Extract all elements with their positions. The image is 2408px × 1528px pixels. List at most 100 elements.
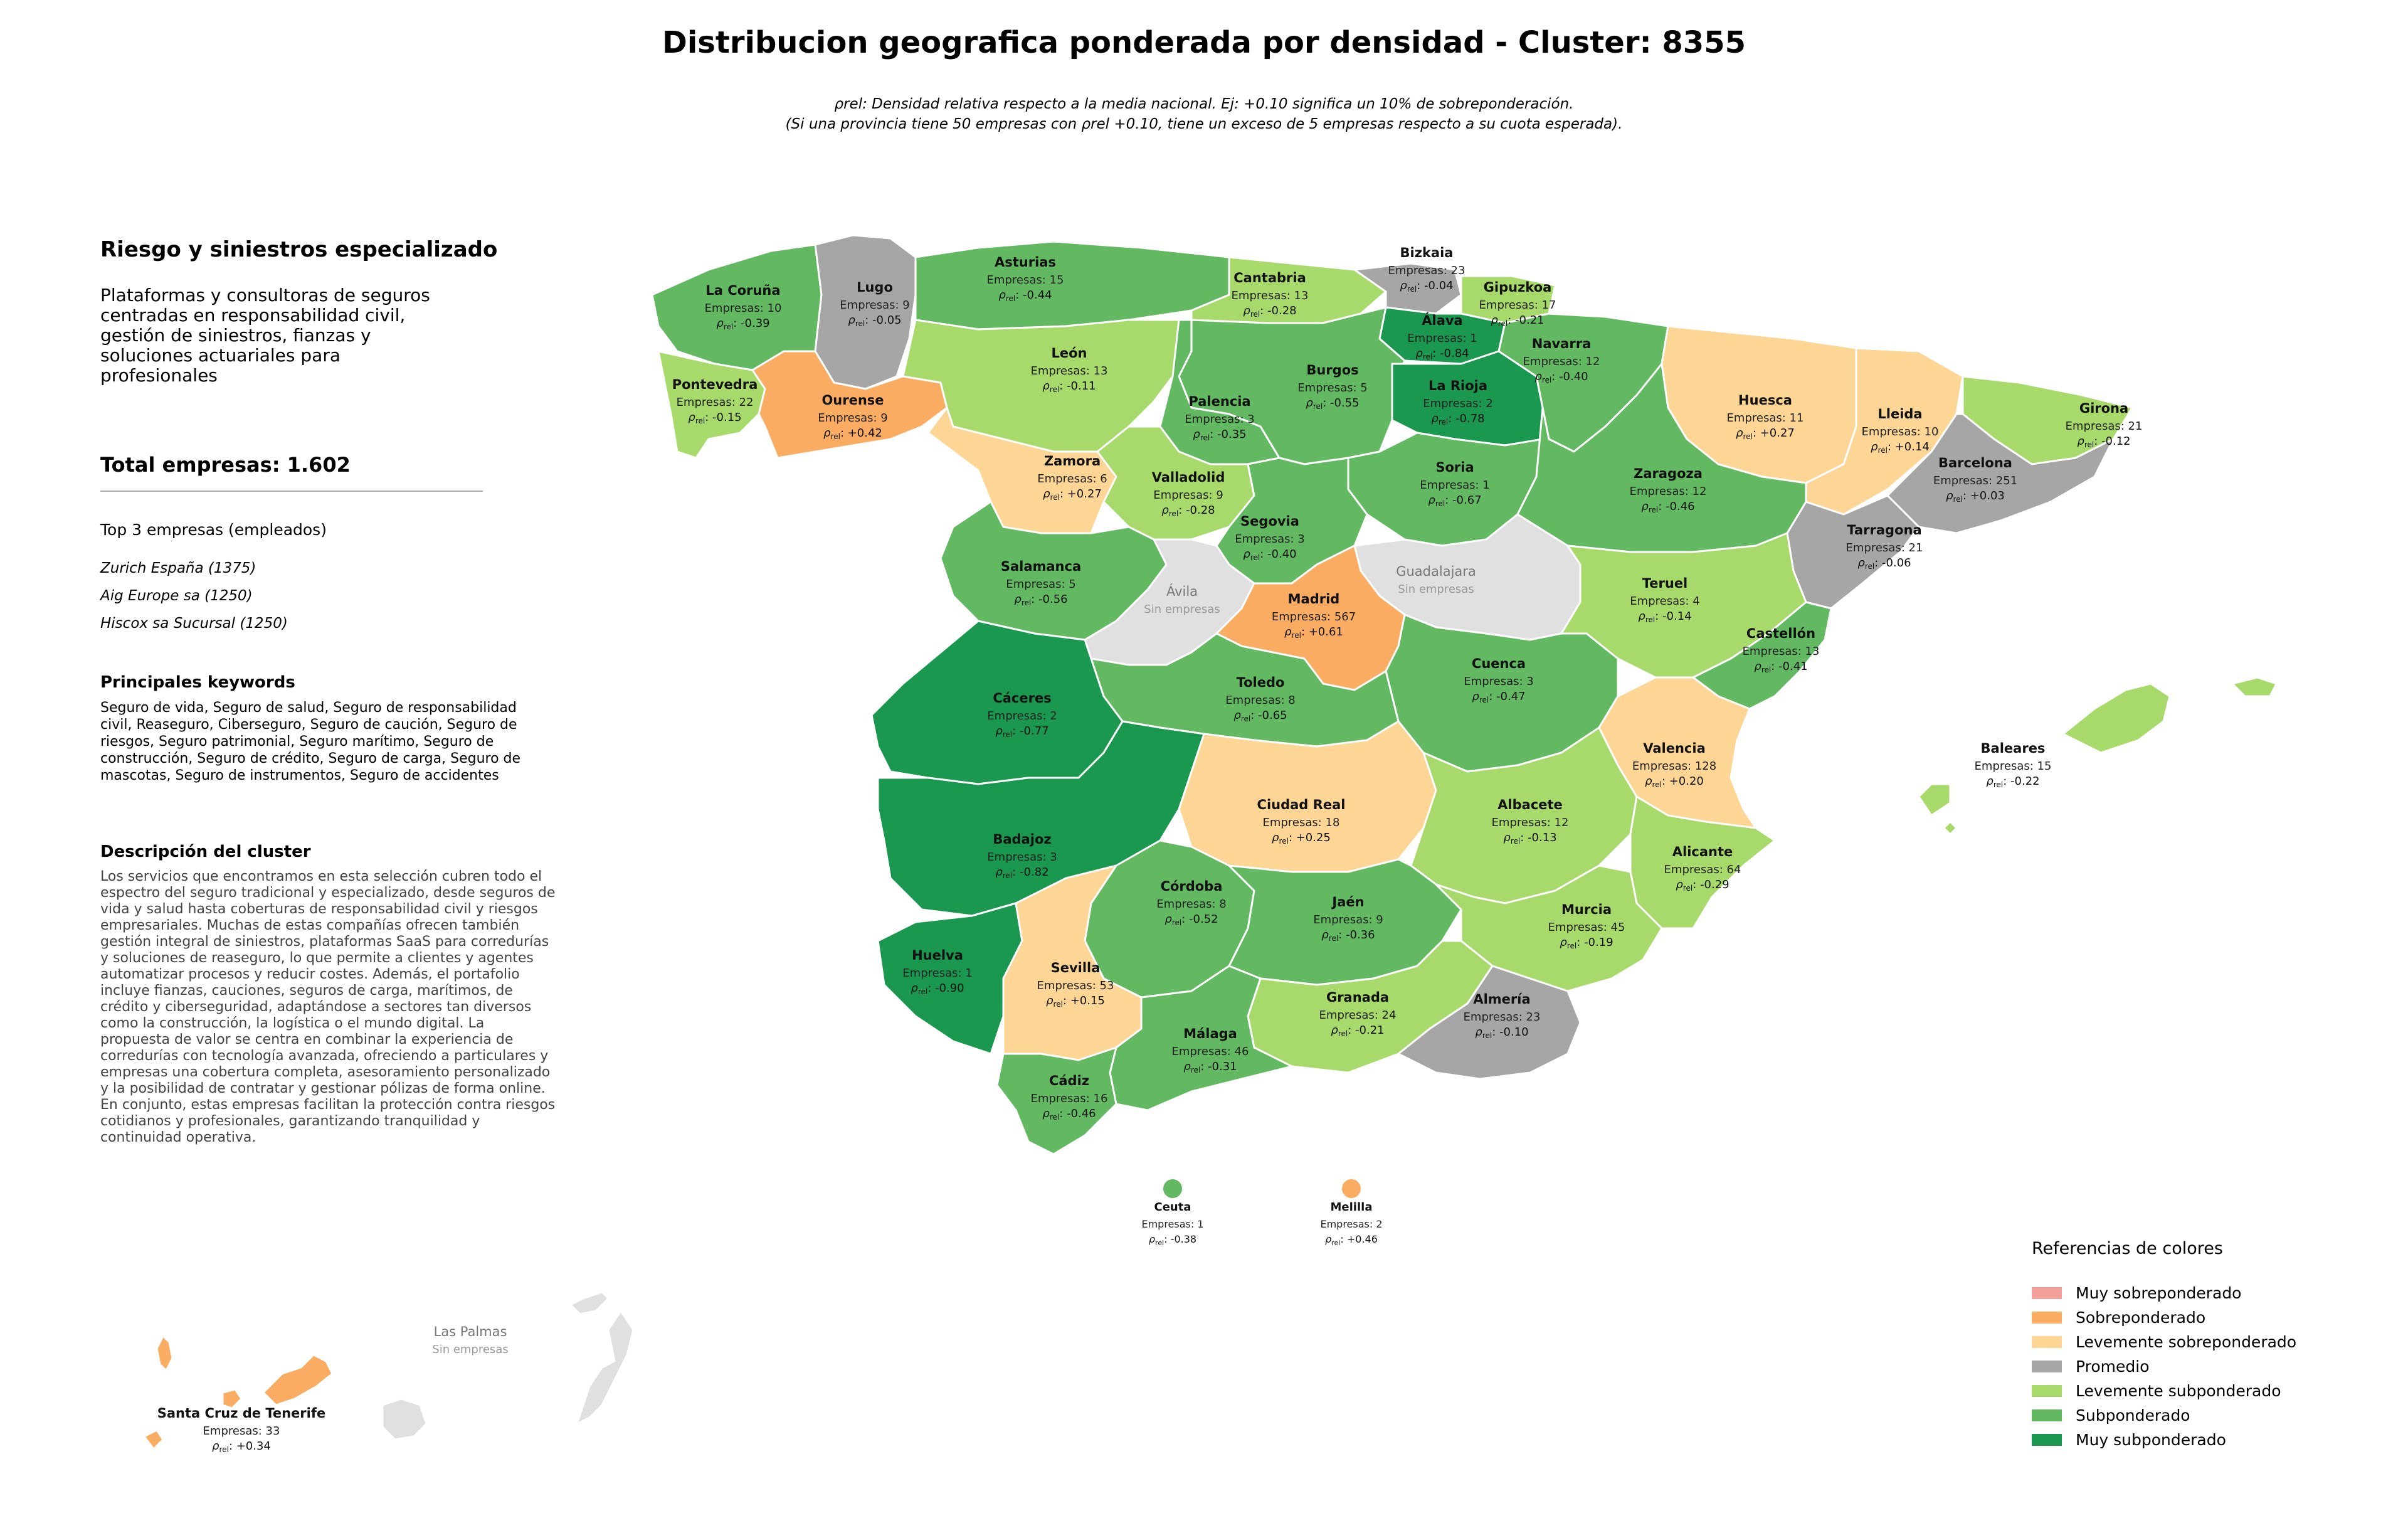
province-rho-teruel: ρrel: -0.14 <box>1638 610 1691 624</box>
province-name-alicante: Alicante <box>1672 844 1733 859</box>
legend-label: Levemente subponderado <box>2076 1382 2281 1400</box>
province-shape-las-palmas-2 <box>381 1398 428 1441</box>
province-label-cuenca: Cuenca Empresas: 3 ρrel: -0.47 <box>1464 656 1533 704</box>
province-name-zamora: Zamora <box>1044 454 1101 469</box>
province-name-burgos: Burgos <box>1306 363 1358 378</box>
province-count-huelva: Empresas: 1 <box>902 967 972 980</box>
province-count-pontevedra: Empresas: 22 <box>677 396 754 409</box>
cluster-summary: Plataformas y consultoras de seguros cen… <box>100 285 430 386</box>
province-count-zaragoza: Empresas: 12 <box>1630 485 1707 498</box>
province-label-sevilla: Sevilla Empresas: 53 ρrel: +0.15 <box>1037 960 1114 1009</box>
divider <box>100 491 483 492</box>
province-label-badajoz: Badajoz Empresas: 3 ρrel: -0.82 <box>987 832 1057 880</box>
province-label-teruel: Teruel Empresas: 4 ρrel: -0.14 <box>1630 576 1699 624</box>
province-label-navarra: Navarra Empresas: 12 ρrel: -0.40 <box>1523 336 1600 385</box>
province-name-tarragona: Tarragona <box>1847 523 1921 538</box>
legend-item-muy-subponderado: Muy subponderado <box>2032 1428 2383 1452</box>
province-name-guadalajara: Guadalajara <box>1396 564 1476 579</box>
province-rho-tarragona: ρrel: -0.06 <box>1857 556 1911 571</box>
province-name-granada: Granada <box>1326 990 1389 1005</box>
top-company-1: Zurich España (1375) <box>100 560 256 576</box>
province-count-malaga: Empresas: 46 <box>1172 1045 1249 1058</box>
color-legend: Referencias de colores Muy sobreponderad… <box>2032 1239 2383 1452</box>
province-count-la-coruna: Empresas: 10 <box>705 302 782 315</box>
province-rho-bizkaia: ρrel: -0.04 <box>1400 279 1453 294</box>
province-label-la-rioja: La Rioja Empresas: 2 ρrel: -0.78 <box>1423 378 1492 427</box>
province-name-ciudad-real: Ciudad Real <box>1257 797 1346 812</box>
province-name-baleares: Baleares <box>1981 741 2046 756</box>
province-rho-cadiz: ρrel: -0.46 <box>1042 1107 1096 1122</box>
province-count-teruel: Empresas: 4 <box>1630 595 1699 608</box>
province-rho-lleida: ρrel: +0.14 <box>1871 440 1930 455</box>
province-rho-huesca: ρrel: +0.27 <box>1736 427 1795 441</box>
province-rho-caceres: ρrel: -0.77 <box>995 724 1048 739</box>
province-name-murcia: Murcia <box>1561 902 1612 917</box>
province-name-avila: Ávila <box>1166 583 1198 599</box>
province-count-bizkaia: Empresas: 23 <box>1388 264 1465 277</box>
province-name-cadiz: Cádiz <box>1049 1073 1089 1088</box>
province-rho-alicante: ρrel: -0.29 <box>1676 878 1729 893</box>
province-rho-ceuta: ρrel: -0.38 <box>1149 1233 1196 1247</box>
province-label-barcelona: Barcelona Empresas: 251 ρrel: +0.03 <box>1933 455 2017 504</box>
province-rho-baleares: ρrel: -0.22 <box>1986 775 2039 789</box>
province-name-santa-cruz-de-tenerife: Santa Cruz de Tenerife <box>157 1406 326 1421</box>
province-shape-almeria <box>1397 965 1582 1080</box>
province-name-barcelona: Barcelona <box>1938 455 2012 470</box>
province-count-badajoz: Empresas: 3 <box>987 851 1057 864</box>
province-label-alava: Álava Empresas: 1 ρrel: -0.84 <box>1407 312 1477 361</box>
province-count-burgos: Empresas: 5 <box>1297 381 1367 395</box>
province-count-santa-cruz-de-tenerife: Empresas: 33 <box>203 1425 280 1438</box>
province-rho-barcelona: ρrel: +0.03 <box>1946 489 2005 504</box>
province-count-ourense: Empresas: 9 <box>818 411 887 425</box>
province-name-zaragoza: Zaragoza <box>1634 466 1703 481</box>
province-label-girona: Girona Empresas: 21 ρrel: -0.12 <box>2066 401 2143 449</box>
province-name-toledo: Toledo <box>1237 675 1285 690</box>
legend-item-levemente-sobreponderado: Levemente sobreponderado <box>2032 1330 2383 1354</box>
legend-swatch <box>2032 1434 2062 1446</box>
province-count-albacete: Empresas: 12 <box>1492 816 1569 829</box>
province-label-pontevedra: Pontevedra Empresas: 22 ρrel: -0.15 <box>672 377 758 425</box>
province-rho-madrid: ρrel: +0.61 <box>1284 625 1343 640</box>
province-label-murcia: Murcia Empresas: 45 ρrel: -0.19 <box>1548 902 1625 950</box>
province-name-caceres: Cáceres <box>993 691 1051 706</box>
province-shape-ceuta <box>1163 1179 1182 1198</box>
province-rho-malaga: ρrel: -0.31 <box>1183 1060 1237 1074</box>
province-label-cantabria: Cantabria Empresas: 13 ρrel: -0.28 <box>1232 270 1309 319</box>
province-name-soria: Soria <box>1435 460 1474 475</box>
province-rho-murcia: ρrel: -0.19 <box>1560 936 1613 950</box>
province-label-huesca: Huesca Empresas: 11 ρrel: +0.27 <box>1727 393 1804 441</box>
province-count-granada: Empresas: 24 <box>1319 1009 1397 1022</box>
province-label-baleares: Baleares Empresas: 15 ρrel: -0.22 <box>1975 741 2052 789</box>
province-label-soria: Soria Empresas: 1 ρrel: -0.67 <box>1420 460 1489 508</box>
province-label-zaragoza: Zaragoza Empresas: 12 ρrel: -0.46 <box>1630 466 1707 514</box>
province-label-bizkaia: Bizkaia Empresas: 23 ρrel: -0.04 <box>1388 245 1465 294</box>
province-name-ourense: Ourense <box>821 393 884 408</box>
province-shape-lugo <box>814 234 917 390</box>
province-rho-zamora: ρrel: +0.27 <box>1043 487 1102 502</box>
province-count-palencia: Empresas: 3 <box>1185 413 1254 426</box>
province-name-melilla: Melilla <box>1331 1201 1373 1214</box>
province-label-gipuzkoa: Gipuzkoa Empresas: 17 ρrel: -0.21 <box>1479 280 1556 328</box>
province-label-valencia: Valencia Empresas: 128 ρrel: +0.20 <box>1632 741 1716 789</box>
province-label-huelva: Huelva Empresas: 1 ρrel: -0.90 <box>902 948 972 996</box>
province-name-valencia: Valencia <box>1643 741 1705 756</box>
legend-label: Sobreponderado <box>2076 1308 2206 1327</box>
province-label-cadiz: Cádiz Empresas: 16 ρrel: -0.46 <box>1031 1073 1108 1122</box>
province-labels: La Coruña Empresas: 10 ρrel: -0.39 Lugo Empr… <box>157 245 2143 1454</box>
province-count-gipuzkoa: Empresas: 17 <box>1479 299 1556 312</box>
province-name-la-coruna: La Coruña <box>705 283 780 298</box>
province-count-ceuta: Empresas: 1 <box>1141 1218 1203 1230</box>
province-label-jaen: Jaén Empresas: 9 ρrel: -0.36 <box>1313 894 1383 943</box>
top-company-3: Hiscox sa Sucursal (1250) <box>100 615 288 632</box>
province-label-ceuta: Ceuta Empresas: 1 ρrel: -0.38 <box>1141 1201 1203 1247</box>
province-shape-baleares-2 <box>2231 676 2278 698</box>
province-count-girona: Empresas: 21 <box>2066 420 2143 433</box>
province-shape-las-palmas <box>576 1310 635 1425</box>
province-name-navarra: Navarra <box>1532 336 1592 351</box>
province-rho-albacete: ρrel: -0.13 <box>1503 831 1556 846</box>
province-count-la-rioja: Empresas: 2 <box>1423 397 1492 410</box>
province-name-huesca: Huesca <box>1738 393 1792 408</box>
province-shape-santa-cruz-de-tenerife-4 <box>143 1429 164 1450</box>
province-shape-santa-cruz-de-tenerife-2 <box>156 1335 174 1372</box>
province-name-palencia: Palencia <box>1188 394 1250 409</box>
